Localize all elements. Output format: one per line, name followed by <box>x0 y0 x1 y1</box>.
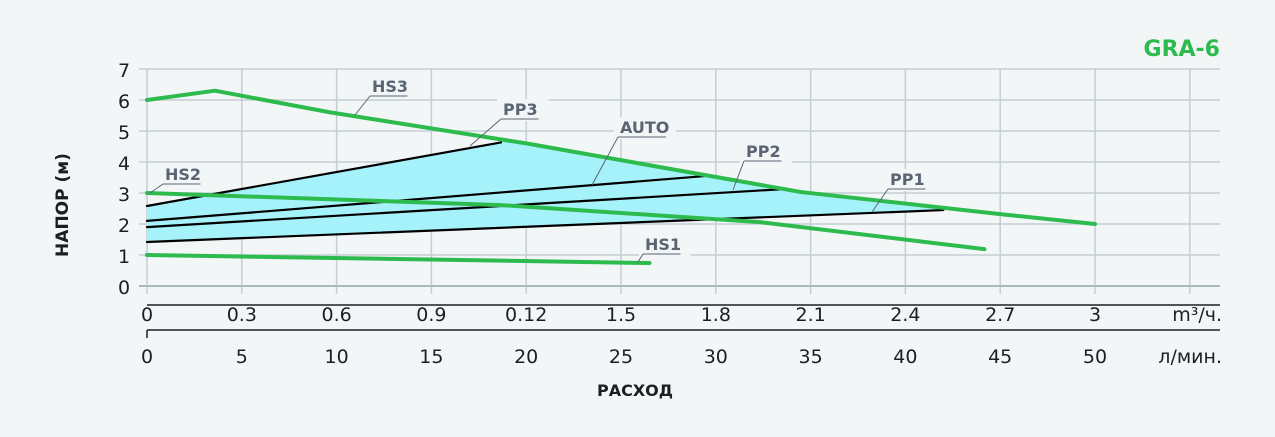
series-label-background <box>639 234 691 256</box>
y-tick-label: 4 <box>118 153 130 175</box>
x-secondary-tick-label: 5 <box>236 346 248 368</box>
leader-line <box>637 253 644 263</box>
leader-line <box>732 160 745 191</box>
x-primary-unit: m³/ч. <box>1172 304 1222 326</box>
x-primary-tick-label: 3 <box>1089 304 1101 326</box>
x-primary-tick-label: 0.9 <box>416 304 446 326</box>
x-secondary-tick-label: 50 <box>1083 346 1107 368</box>
series-label-background <box>740 141 792 163</box>
x-secondary-tick-label: 30 <box>704 346 728 368</box>
x-primary-tick-label: 2.1 <box>795 304 825 326</box>
series-label-background <box>884 169 936 191</box>
leader-line <box>149 183 164 194</box>
series-label-pp3: PP3 <box>503 100 538 119</box>
series-label-pp2: PP2 <box>746 142 781 161</box>
x-primary-tick-label: 2.7 <box>985 304 1015 326</box>
x-secondary-unit: л/мин. <box>1158 346 1222 368</box>
y-tick-label: 1 <box>118 246 130 268</box>
leader-line <box>871 188 889 213</box>
x-primary-tick-label: 0.12 <box>505 304 547 326</box>
series-label-auto: AUTO <box>620 118 669 137</box>
x-secondary-tick-label: 25 <box>609 346 633 368</box>
y-tick-label: 5 <box>118 122 130 144</box>
x-axis-label: РАСХОД <box>597 381 673 400</box>
x-primary-tick-label: 0 <box>141 304 153 326</box>
x-secondary-tick-label: 0 <box>141 346 153 368</box>
x-secondary-tick-label: 15 <box>419 346 443 368</box>
series-line-hs1 <box>145 253 652 266</box>
leader-line <box>354 95 371 116</box>
y-tick-label: 3 <box>118 184 130 206</box>
series-label-hs3: HS3 <box>372 77 408 96</box>
x-secondary-tick-label: 40 <box>893 346 917 368</box>
series-label-hs1: HS1 <box>645 235 681 254</box>
y-tick-label: 6 <box>118 91 130 113</box>
leader-line <box>469 118 502 147</box>
x-primary-tick-label: 1.8 <box>701 304 731 326</box>
series-line-pp2 <box>145 187 787 229</box>
series-label-background <box>366 76 418 98</box>
y-tick-label: 7 <box>118 60 130 82</box>
series-label-background <box>159 164 211 186</box>
series-label-hs2: HS2 <box>165 165 201 184</box>
y-tick-label: 2 <box>118 215 130 237</box>
x-secondary-tick-label: 35 <box>799 346 823 368</box>
series-line-pp1 <box>145 208 945 244</box>
x-secondary-tick-label: 10 <box>325 346 349 368</box>
series-label-background <box>497 99 549 121</box>
series-label-pp1: PP1 <box>890 170 925 189</box>
series-line-hs2 <box>145 191 987 252</box>
series-line-hs3 <box>145 88 1097 226</box>
operating-area-fill <box>147 139 944 242</box>
series-label-background <box>614 117 676 139</box>
chart-title: GRA-6 <box>1144 37 1220 62</box>
x-primary-tick-label: 0.6 <box>321 304 351 326</box>
x-primary-tick-label: 0.3 <box>227 304 257 326</box>
y-axis-label: НАПОР (м) <box>53 153 73 257</box>
leader-line <box>591 136 619 186</box>
x-primary-tick-label: 1.5 <box>606 304 636 326</box>
x-primary-tick-label: 2.4 <box>890 304 920 326</box>
x-secondary-tick-label: 20 <box>514 346 538 368</box>
x-secondary-tick-label: 45 <box>988 346 1012 368</box>
y-tick-label: 0 <box>118 277 130 299</box>
series-line-auto <box>145 174 708 222</box>
